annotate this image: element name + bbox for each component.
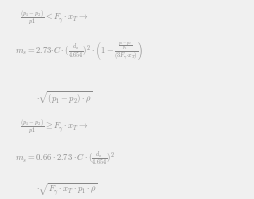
Text: $\cdot\sqrt{F_{\gamma} \cdot x_T \cdot p_1 \cdot \rho}$: $\cdot\sqrt{F_{\gamma} \cdot x_T \cdot p… [36,181,98,198]
Text: $m_s = 0.66 \cdot 2.73 \cdot C \cdot(\frac{d_o}{4.654})^2$: $m_s = 0.66 \cdot 2.73 \cdot C \cdot(\fr… [15,149,115,168]
Text: $\frac{(p_1-p_2)}{p1} < F_{\gamma} \cdot x_T \rightarrow$: $\frac{(p_1-p_2)}{p1} < F_{\gamma} \cdot… [20,8,89,26]
Text: $m_s = 2.73{\cdot}C \cdot(\frac{d_o}{4.654})^2 \cdot \left(1 - \frac{\frac{p_1-p: $m_s = 2.73{\cdot}C \cdot(\frac{d_o}{4.6… [15,40,143,62]
Text: $\frac{(p_1-p_2)}{p1} \geq F_{\gamma} \cdot x_T \rightarrow$: $\frac{(p_1-p_2)}{p1} \geq F_{\gamma} \c… [20,117,89,135]
Text: $\cdot\sqrt{(p_1 - p_2) \cdot \rho}$: $\cdot\sqrt{(p_1 - p_2) \cdot \rho}$ [36,90,92,106]
